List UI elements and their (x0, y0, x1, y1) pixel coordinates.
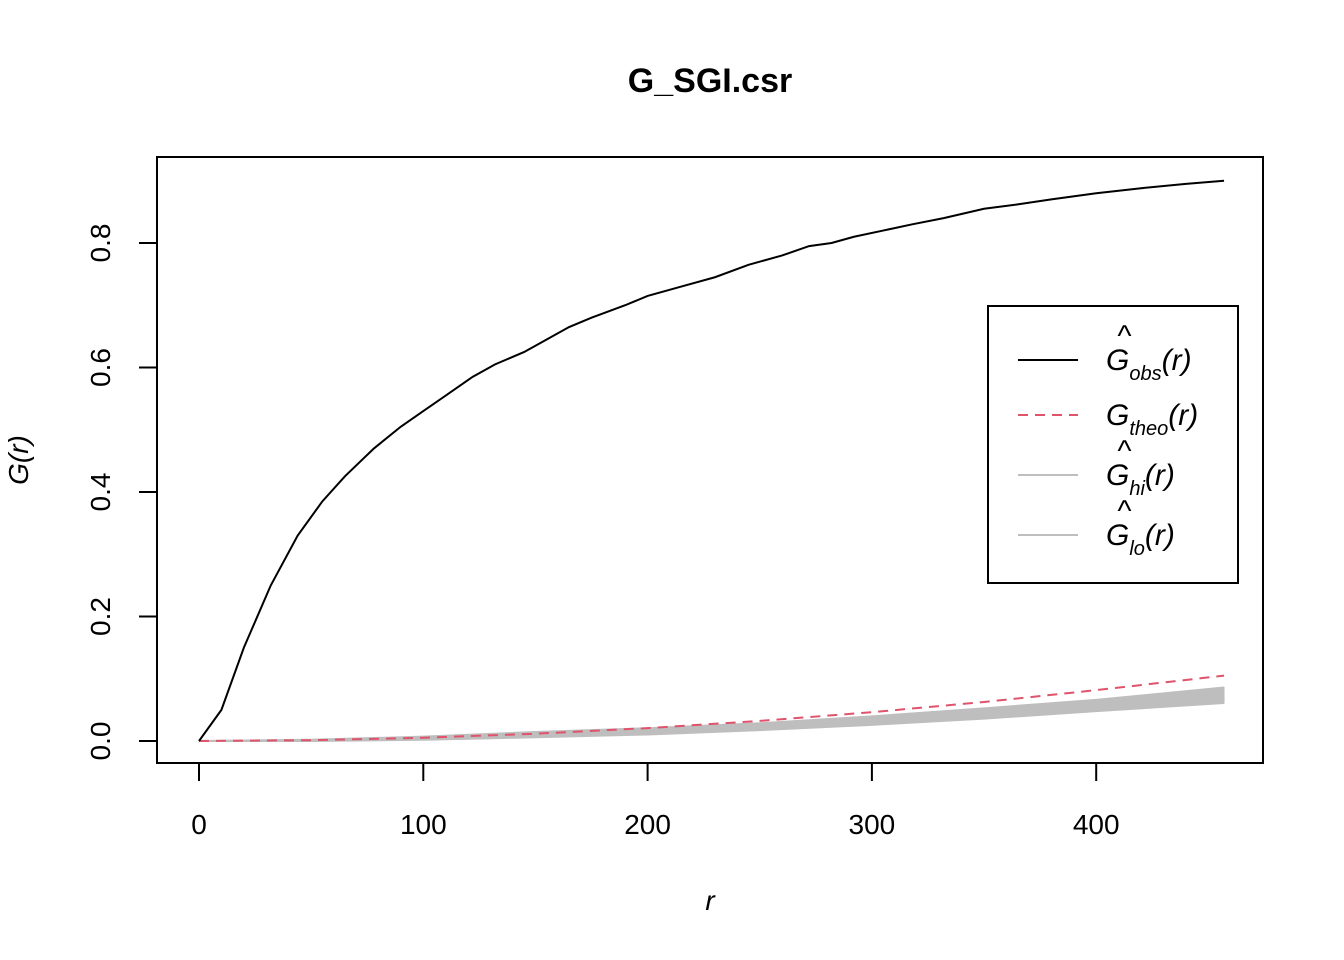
x-tick-label: 0 (191, 809, 207, 840)
legend-label: Gtheo(r) (1106, 399, 1198, 440)
series-line-theo (198, 674, 1225, 742)
legend-entry-obs: ^Gobs(r) (1018, 320, 1192, 385)
legend: ^Gobs(r)Gtheo(r)^Ghi(r)^Glo(r) (987, 305, 1239, 584)
y-tick-label: 0.4 (85, 473, 116, 512)
legend-hat-mark: ^ (1117, 320, 1132, 353)
y-tick-label: 0.0 (85, 722, 116, 761)
legend-hat-mark: ^ (1117, 495, 1132, 528)
series-line-hi (198, 686, 1225, 742)
y-tick-label: 0.6 (85, 348, 116, 387)
y-axis-label: G(r) (3, 435, 34, 485)
legend-box (987, 305, 1239, 584)
y-tick-label: 0.8 (85, 224, 116, 263)
legend-label: Ghi(r) (1106, 459, 1175, 500)
x-axis: 0 100 200 300 400 (191, 762, 1120, 840)
legend-entry-hi: ^Ghi(r) (1018, 435, 1175, 500)
series-line-lo (199, 702, 1225, 742)
chart-title: G_SGI.csr (628, 62, 792, 100)
legend-entry-theo: Gtheo(r) (1018, 399, 1198, 440)
legend-hat-mark: ^ (1117, 435, 1132, 468)
y-axis: 0.0 0.2 0.4 0.6 0.8 (85, 224, 158, 761)
x-tick-label: 400 (1073, 809, 1120, 840)
x-axis-label: r (705, 885, 716, 916)
legend-label: Gobs(r) (1106, 344, 1192, 385)
legend-entry-lo: ^Glo(r) (1018, 495, 1175, 560)
x-tick-label: 300 (849, 809, 896, 840)
series-layer (198, 179, 1225, 742)
legend-entries: ^Gobs(r)Gtheo(r)^Ghi(r)^Glo(r) (1018, 320, 1198, 560)
x-tick-label: 200 (624, 809, 671, 840)
series-line-obs (198, 179, 1225, 742)
y-tick-label: 0.2 (85, 597, 116, 636)
legend-label: Glo(r) (1106, 519, 1175, 560)
x-tick-label: 100 (400, 809, 447, 840)
